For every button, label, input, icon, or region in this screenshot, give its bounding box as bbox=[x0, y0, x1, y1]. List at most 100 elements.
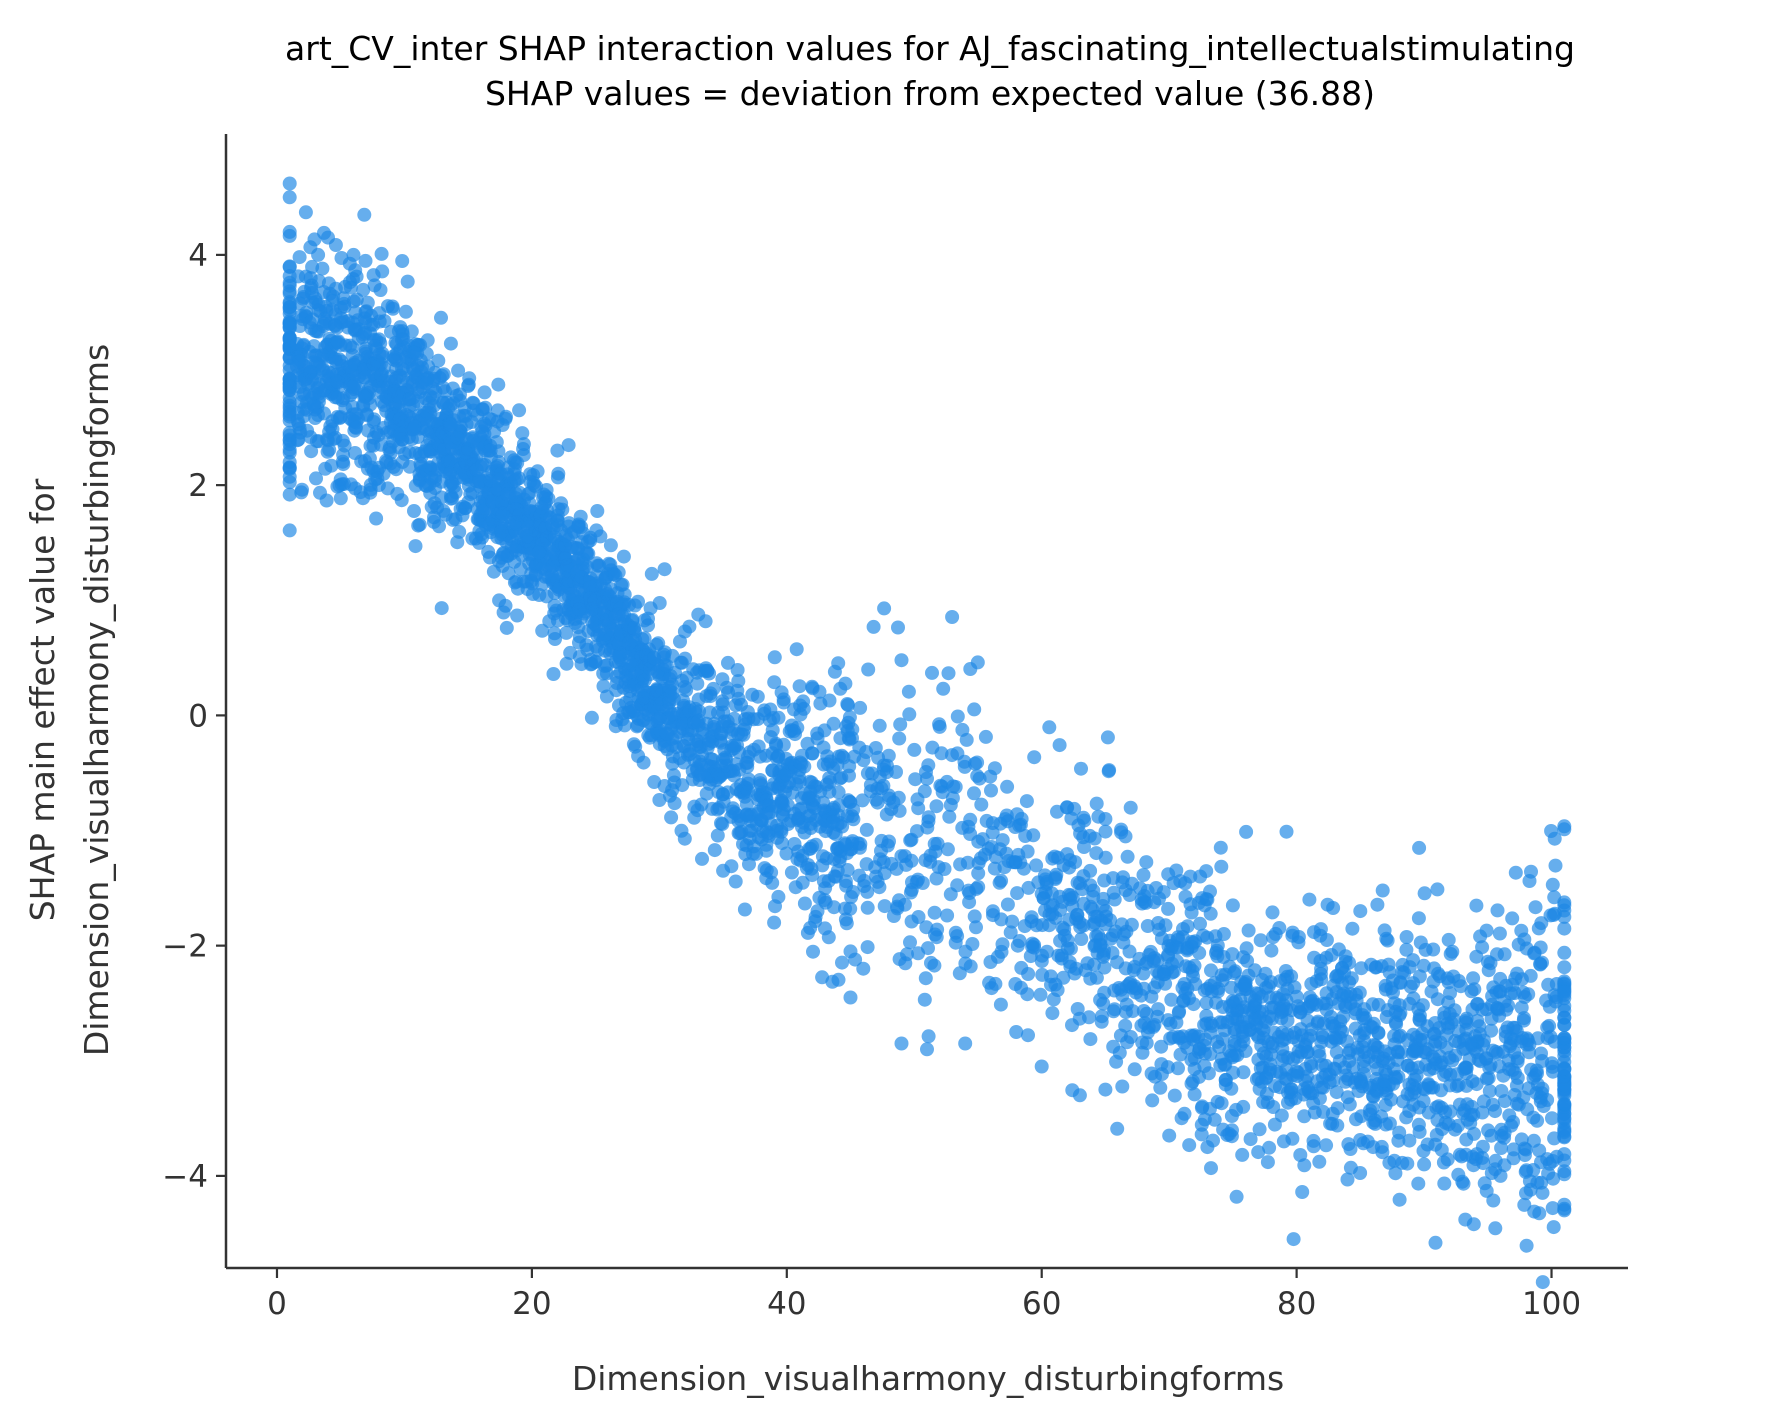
data-point bbox=[845, 731, 859, 746]
data-point bbox=[1285, 925, 1300, 940]
data-point bbox=[767, 915, 782, 930]
data-point bbox=[716, 705, 731, 720]
data-point bbox=[826, 800, 841, 815]
data-point bbox=[929, 930, 944, 945]
data-point bbox=[1207, 1112, 1222, 1127]
data-point bbox=[444, 491, 459, 506]
data-point bbox=[1021, 967, 1036, 981]
data-point bbox=[1086, 883, 1101, 898]
data-point bbox=[1133, 881, 1148, 896]
data-point bbox=[872, 880, 887, 895]
data-point bbox=[322, 442, 337, 457]
data-point bbox=[800, 736, 815, 751]
data-point bbox=[495, 547, 510, 562]
data-point bbox=[920, 1042, 934, 1057]
data-point bbox=[573, 509, 588, 524]
data-point bbox=[1348, 1021, 1363, 1036]
data-point bbox=[400, 274, 415, 289]
data-point bbox=[737, 902, 752, 917]
data-point bbox=[282, 460, 297, 475]
chart-title: art_CV_inter SHAP interaction values for… bbox=[285, 29, 1575, 68]
data-point bbox=[407, 504, 421, 518]
data-point bbox=[1464, 1036, 1479, 1051]
data-point bbox=[1557, 1111, 1572, 1125]
data-point bbox=[840, 809, 855, 823]
data-point bbox=[282, 523, 297, 538]
data-point bbox=[1541, 977, 1556, 992]
data-point bbox=[739, 807, 754, 822]
data-point bbox=[609, 683, 624, 698]
data-point bbox=[1540, 1093, 1555, 1107]
data-point bbox=[1286, 1068, 1300, 1083]
data-point bbox=[549, 603, 564, 618]
data-point bbox=[970, 755, 985, 770]
data-point bbox=[1224, 1081, 1239, 1096]
data-point bbox=[1213, 1058, 1228, 1073]
data-point bbox=[1482, 1084, 1497, 1099]
data-point bbox=[641, 618, 655, 633]
data-point bbox=[1052, 738, 1067, 753]
data-point bbox=[921, 810, 936, 825]
data-point bbox=[1387, 1028, 1402, 1043]
data-point bbox=[1094, 1014, 1109, 1029]
x-axis-label: Dimension_visualharmony_disturbingforms bbox=[572, 1359, 1284, 1398]
data-point bbox=[1072, 1088, 1087, 1103]
data-point bbox=[1329, 1085, 1344, 1100]
data-point bbox=[1306, 1139, 1321, 1154]
data-point bbox=[740, 759, 755, 774]
data-point bbox=[856, 753, 871, 768]
data-point bbox=[804, 861, 819, 876]
data-point bbox=[904, 914, 919, 929]
data-point bbox=[1220, 1015, 1235, 1029]
data-point bbox=[1008, 977, 1023, 991]
data-point bbox=[621, 636, 636, 651]
data-point bbox=[1055, 920, 1070, 935]
data-point bbox=[635, 632, 650, 647]
data-point bbox=[1336, 1009, 1351, 1024]
data-point bbox=[869, 792, 884, 807]
data-point bbox=[1343, 1142, 1358, 1156]
data-point bbox=[825, 815, 840, 830]
data-point bbox=[987, 761, 1002, 776]
data-point bbox=[559, 656, 574, 671]
data-point bbox=[1027, 750, 1042, 765]
data-point bbox=[865, 766, 880, 781]
data-point bbox=[1547, 831, 1562, 846]
data-point bbox=[1120, 849, 1135, 864]
data-point bbox=[1208, 929, 1223, 944]
data-point bbox=[1392, 1192, 1407, 1207]
data-point bbox=[1123, 1030, 1138, 1044]
data-point bbox=[447, 479, 462, 494]
data-point bbox=[1437, 1176, 1452, 1191]
data-point bbox=[903, 885, 918, 900]
data-point bbox=[1145, 1093, 1160, 1108]
data-point bbox=[844, 890, 859, 904]
data-point bbox=[1020, 987, 1035, 1002]
data-point bbox=[282, 442, 297, 457]
data-point bbox=[948, 925, 963, 940]
data-point bbox=[1411, 911, 1426, 926]
data-point bbox=[812, 684, 827, 699]
data-point bbox=[984, 783, 998, 798]
data-point bbox=[1184, 1052, 1199, 1067]
data-point bbox=[609, 669, 624, 684]
data-point bbox=[827, 900, 841, 915]
data-point bbox=[950, 878, 965, 893]
data-point bbox=[1021, 1028, 1035, 1043]
data-point bbox=[1557, 1017, 1572, 1032]
data-point bbox=[1417, 1157, 1432, 1172]
data-point bbox=[1187, 1087, 1202, 1102]
data-point bbox=[1164, 992, 1179, 1007]
data-point bbox=[1391, 1133, 1406, 1148]
data-point bbox=[455, 508, 470, 523]
data-point bbox=[407, 363, 422, 378]
data-point bbox=[294, 485, 309, 500]
x-tick-label: 100 bbox=[1522, 1286, 1581, 1322]
data-point bbox=[316, 361, 330, 376]
data-point bbox=[815, 849, 830, 864]
data-point bbox=[1325, 1106, 1340, 1121]
data-point bbox=[1044, 886, 1059, 901]
data-point bbox=[407, 345, 422, 360]
data-point bbox=[1193, 916, 1207, 931]
data-point bbox=[407, 419, 422, 434]
